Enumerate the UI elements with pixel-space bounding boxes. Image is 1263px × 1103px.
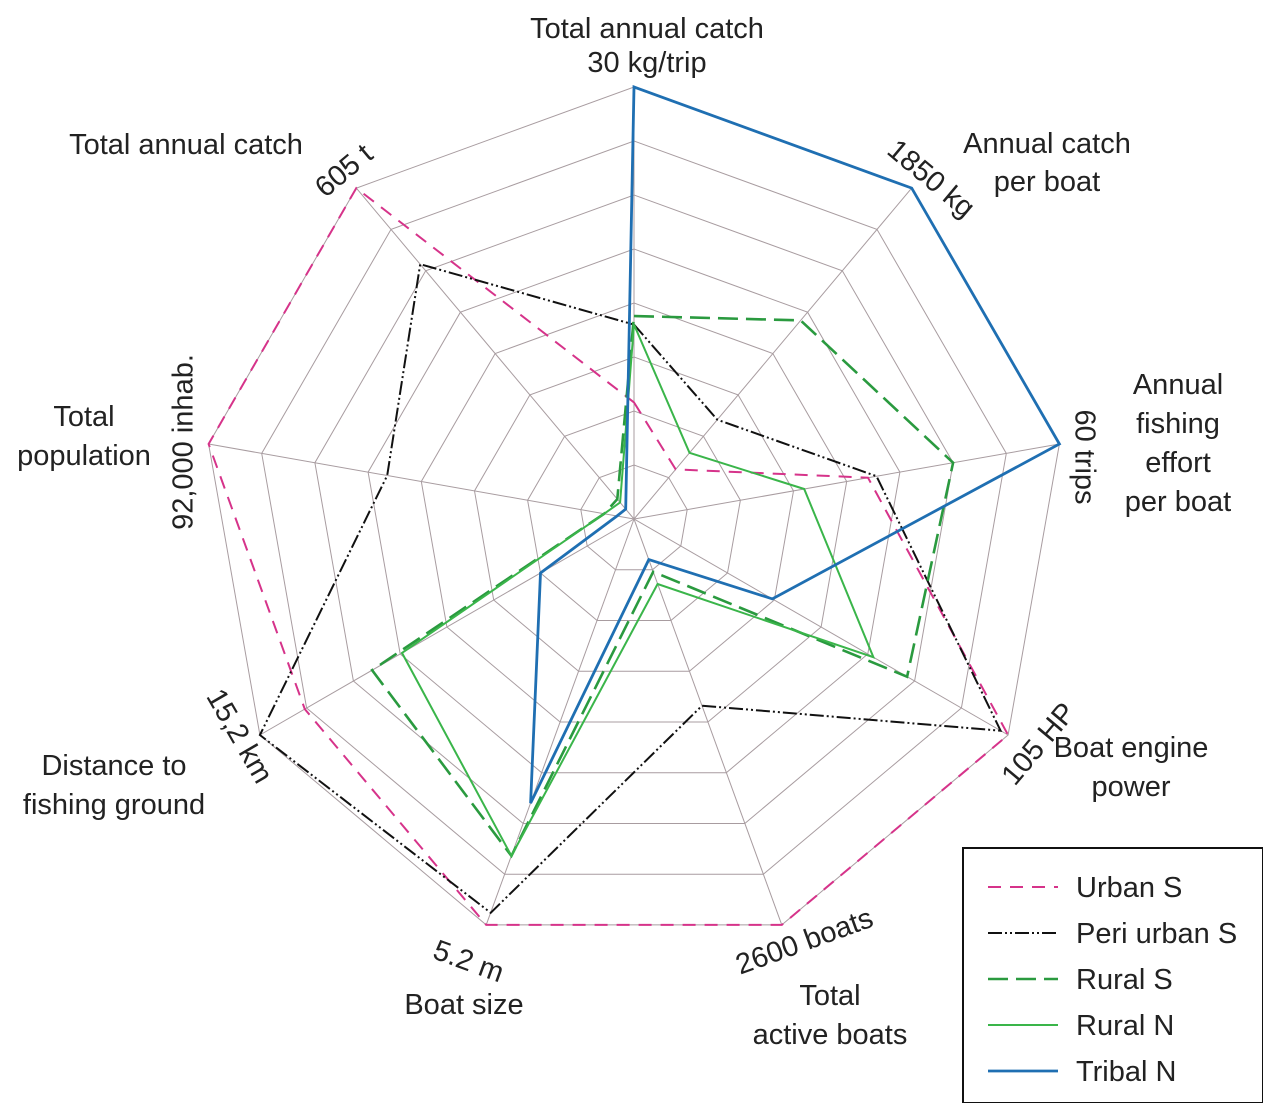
legend-label-rural-s: Rural S (1076, 964, 1173, 996)
legend-label-urban-s: Urban S (1076, 872, 1182, 904)
series-line-tribal-n (531, 87, 1060, 803)
legend-label-peri-urban-s: Peri urban S (1076, 918, 1237, 950)
axis-max-label: 5.2 m (429, 934, 508, 989)
axis-title-line: active boats (753, 1019, 908, 1051)
axis-title: Distance to fishing ground (23, 750, 205, 821)
axis-title-line: Total annual catch (530, 13, 764, 45)
legend: Urban S Peri urban S Rural S Rural N Tribal … (963, 848, 1263, 1103)
axis-max-label: 2600 boats (732, 902, 878, 981)
axis-title: Annual fishing effort per boat (1125, 369, 1231, 518)
axis-title-line: Boat engine (1054, 732, 1209, 764)
axis-title-line: 30 kg/trip (587, 47, 706, 79)
axis-spoke (356, 188, 634, 519)
axis-title-line: fishing (1136, 408, 1220, 440)
axis-max-label: 92,000 inhab. (168, 354, 200, 530)
axis-title-line: Total (799, 980, 860, 1012)
axis-max-label: 60 trips (1068, 409, 1100, 504)
axis-title: Total population (17, 401, 151, 472)
axis-title-line: Annual (1133, 369, 1223, 401)
axis-title-line: effort (1145, 447, 1211, 479)
series-line-urban-s (209, 188, 1009, 925)
axis-title-line: per boat (994, 166, 1100, 198)
legend-label-tribal-n: Tribal N (1076, 1056, 1176, 1088)
axis-title-line: Boat size (404, 989, 523, 1021)
axis-title: Boat size (404, 989, 523, 1021)
axis-title-line: population (17, 440, 151, 472)
axis-title-line: Total (53, 401, 114, 433)
legend-label-rural-n: Rural N (1076, 1010, 1174, 1042)
axis-title: Total active boats (753, 980, 908, 1051)
axis-title-line: Distance to (41, 750, 186, 782)
axis-title-line: power (1092, 771, 1171, 803)
axis-title: Total annual catch 30 kg/trip (530, 13, 764, 79)
axis-title-line: fishing ground (23, 789, 205, 821)
axis-max-label: 15,2 km (200, 684, 279, 789)
axis-spoke (634, 519, 1008, 735)
axis-title: Total annual catch (69, 129, 303, 161)
axis-title-line: per boat (1125, 486, 1231, 518)
axis-title: Annual catch per boat (963, 128, 1131, 198)
axis-title-line: Total annual catch (69, 129, 303, 161)
axis-max-label: 605 t (309, 138, 379, 204)
axis-spoke (209, 444, 634, 519)
axis-title-line: Annual catch (963, 128, 1131, 160)
axis-title: Boat engine power (1054, 732, 1209, 803)
